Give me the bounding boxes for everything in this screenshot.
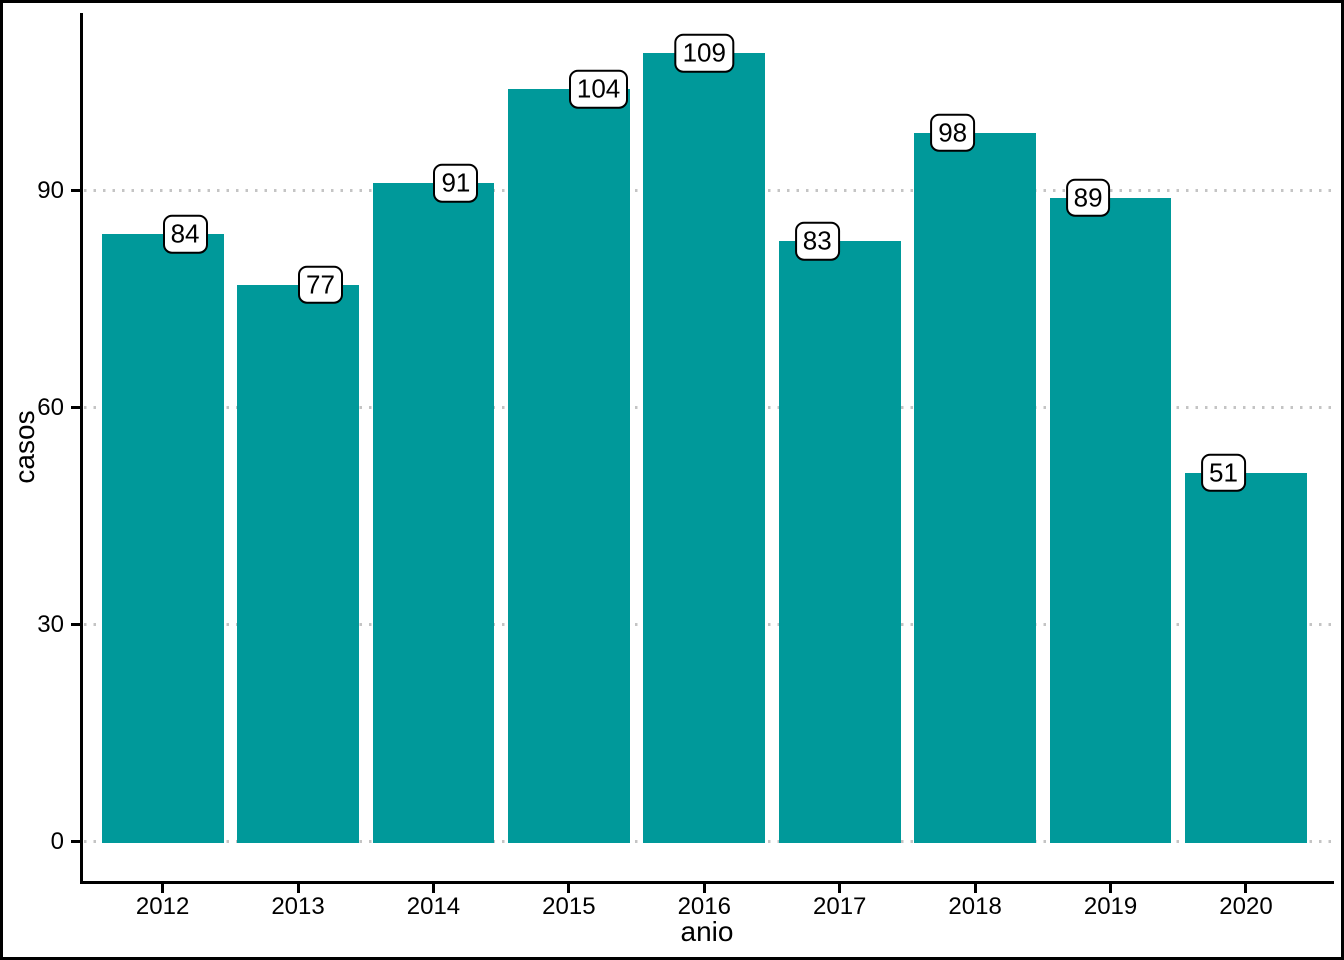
bar-value-label-2014: 91 — [433, 164, 479, 203]
bar-value-label-2015: 104 — [568, 70, 629, 109]
x-tick-label: 2018 — [948, 893, 1002, 920]
x-tick-label: 2020 — [1219, 893, 1273, 920]
bar-value-label-2018: 98 — [930, 113, 976, 152]
x-tick-mark — [296, 884, 300, 893]
bar-value-label-2019: 89 — [1065, 178, 1111, 218]
x-tick-label: 2016 — [677, 893, 731, 920]
bar-2020 — [1185, 472, 1307, 843]
bar-2013 — [237, 284, 359, 843]
bar-2018 — [914, 132, 1037, 843]
bar-value-label-2013: 77 — [298, 265, 343, 304]
bar-2012 — [101, 233, 224, 843]
x-tick-mark — [1244, 884, 1248, 893]
bar-value-label-2016: 109 — [674, 33, 734, 73]
x-tick-label: 2019 — [1083, 893, 1138, 920]
bar-value-label-2020: 51 — [1201, 453, 1246, 492]
bar-2014 — [372, 183, 495, 843]
x-tick-label: 2014 — [406, 893, 461, 920]
y-tick-label: 0 — [50, 827, 64, 855]
y-tick-label: 60 — [37, 393, 64, 421]
x-tick-mark — [1109, 884, 1113, 893]
x-tick-mark — [567, 884, 571, 893]
x-tick-label: 2013 — [271, 893, 325, 920]
y-tick-mark — [71, 189, 80, 193]
y-tick-mark — [71, 623, 80, 627]
x-tick-mark — [702, 884, 706, 893]
x-tick-label: 2017 — [813, 893, 867, 920]
bar-2016 — [643, 53, 766, 843]
bar-2015 — [507, 89, 630, 843]
x-axis-title: anio — [680, 916, 734, 947]
bar-2017 — [778, 241, 901, 843]
x-tick-mark — [431, 884, 435, 893]
y-tick-mark — [71, 840, 80, 844]
y-tick-label: 30 — [37, 610, 64, 638]
x-tick-label: 2015 — [542, 893, 596, 920]
y-axis-line — [80, 13, 83, 884]
x-tick-mark — [973, 884, 977, 893]
x-tick-label: 2012 — [135, 893, 190, 920]
x-tick-mark — [161, 884, 165, 893]
bar-value-label-2017: 83 — [794, 221, 840, 261]
bar-value-label-2012: 84 — [162, 214, 208, 254]
x-axis-line — [80, 881, 1334, 884]
y-axis-title: casos — [9, 410, 40, 484]
y-tick-label: 90 — [37, 176, 64, 204]
y-tick-mark — [71, 406, 80, 410]
x-tick-mark — [838, 884, 842, 893]
bar-2019 — [1049, 197, 1172, 843]
